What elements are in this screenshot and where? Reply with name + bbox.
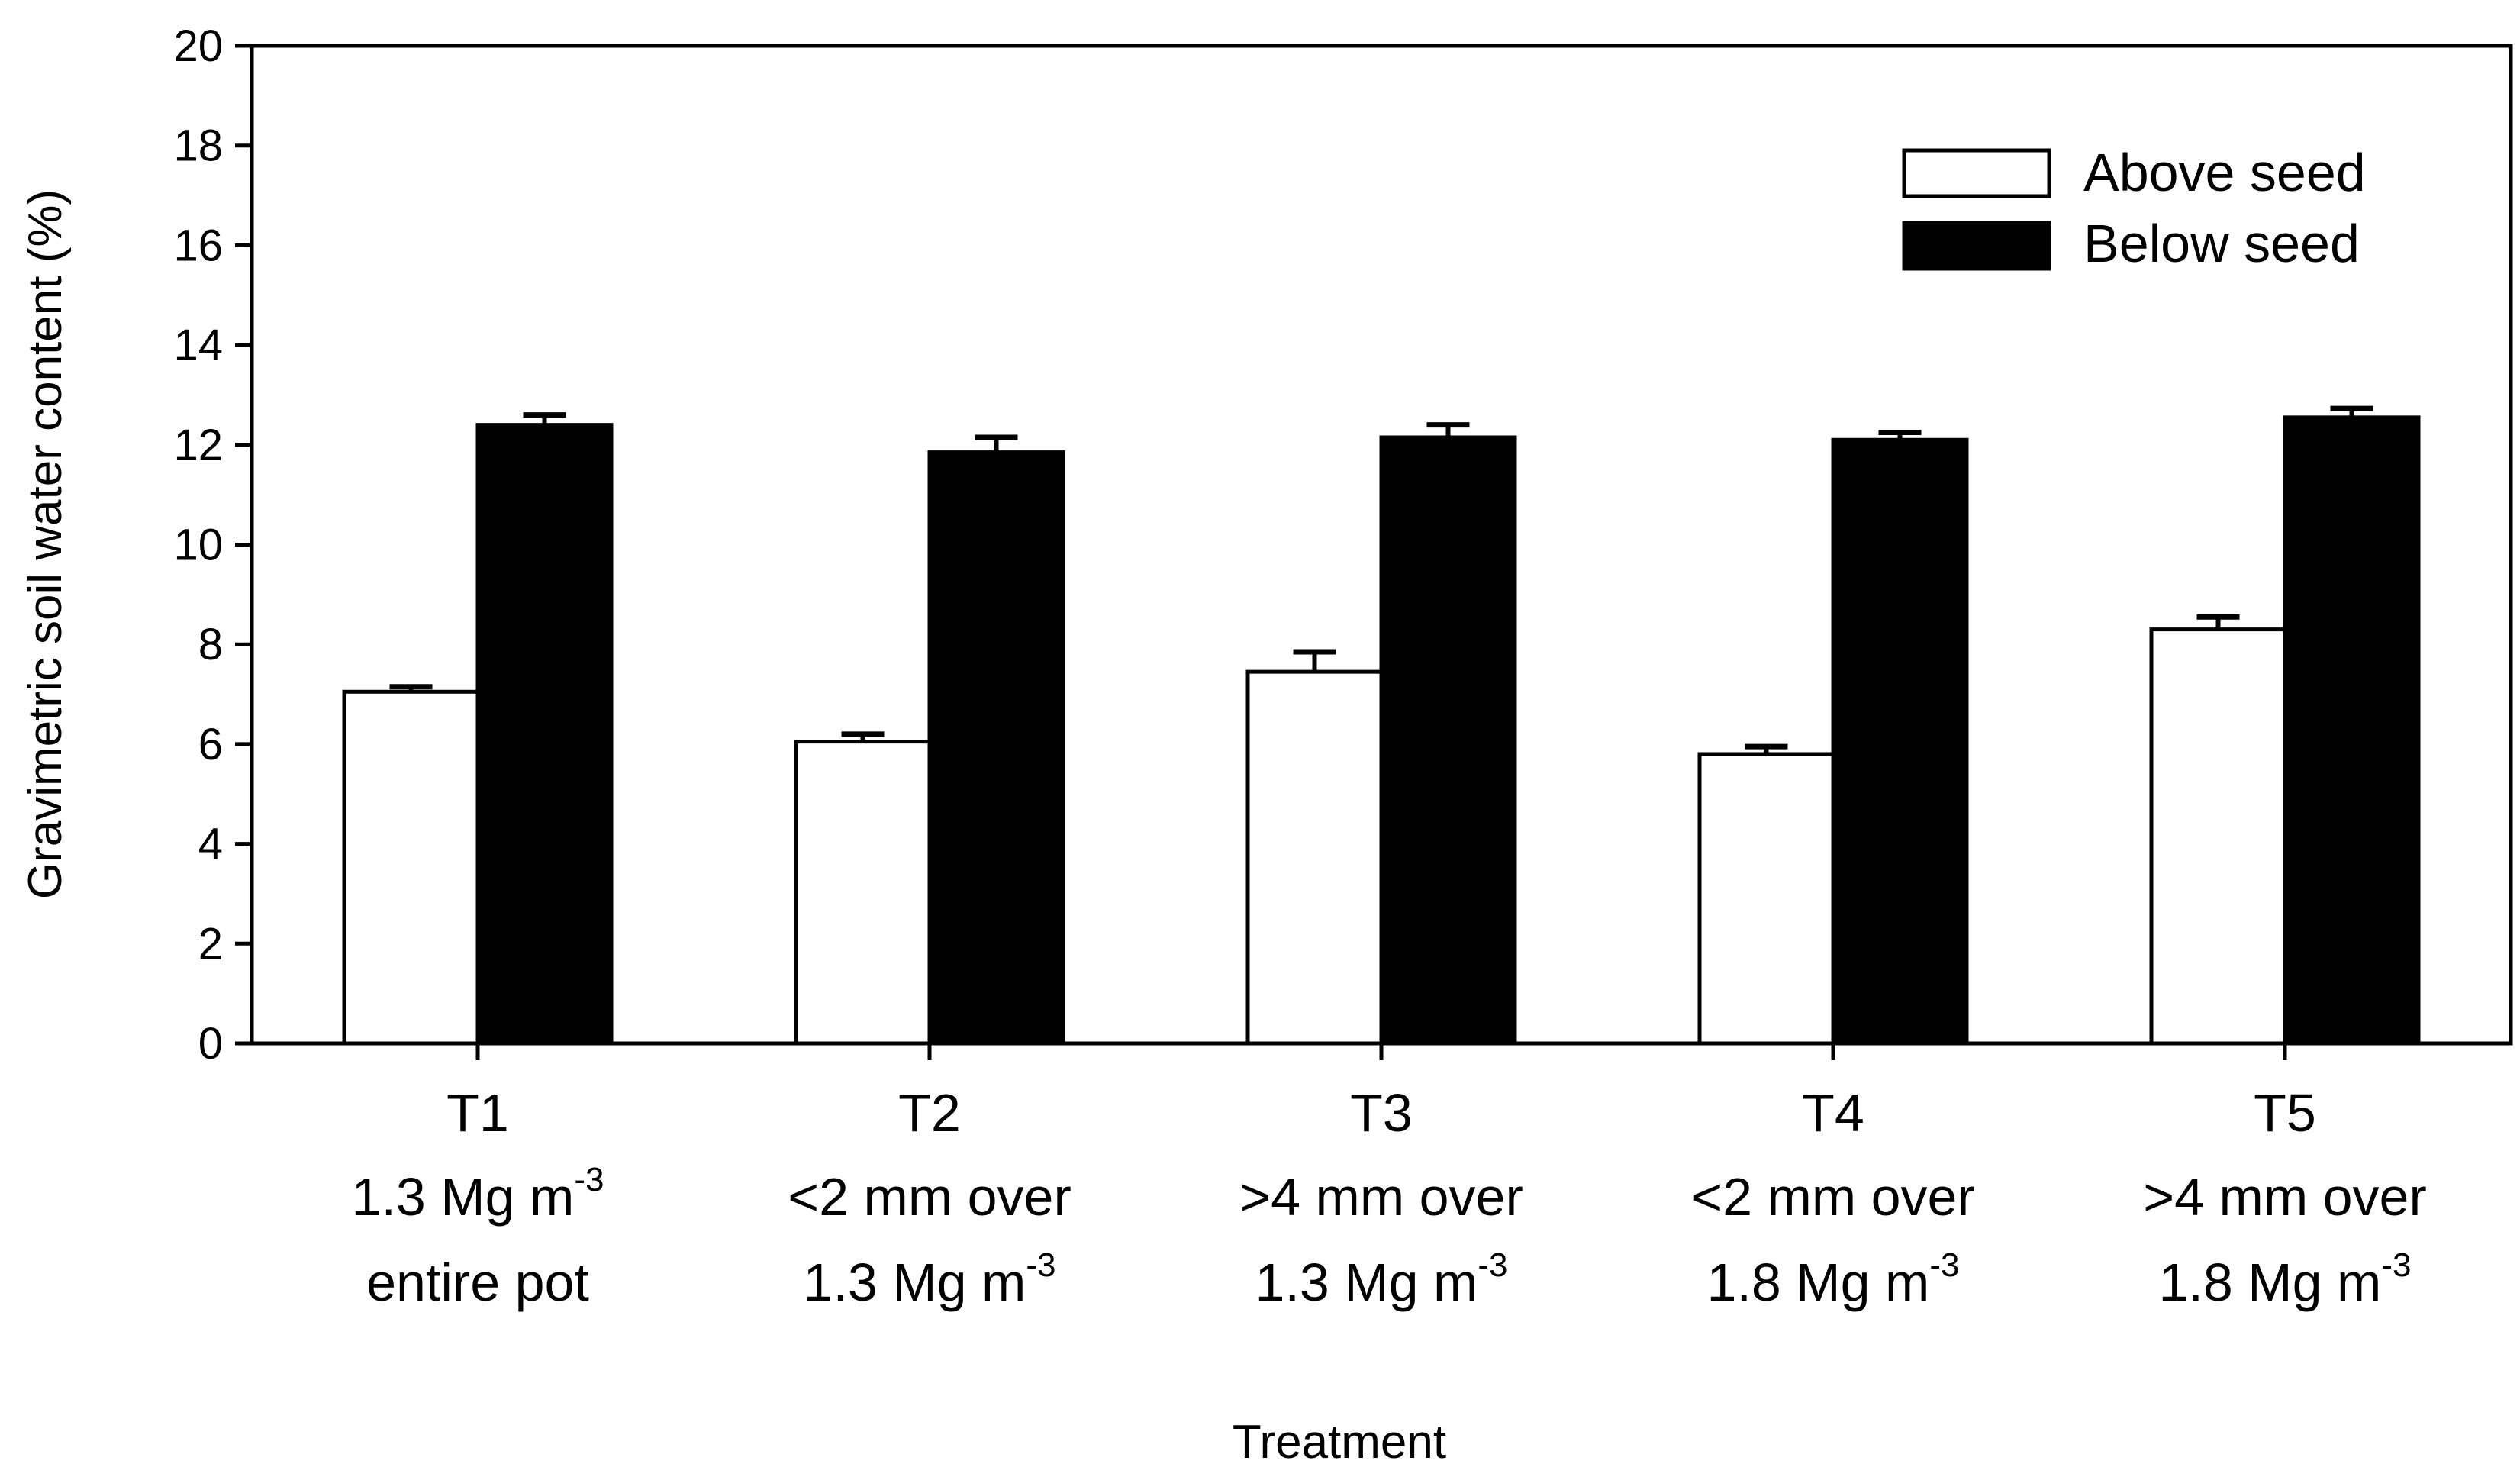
- bar-below-seed-T4: [1831, 437, 1969, 1046]
- x-label-line2-T5: >4 mm over: [2143, 1167, 2427, 1227]
- x-label-line2-T1: 1.3 Mg m-3: [352, 1161, 604, 1227]
- bar-above-seed-T1: [342, 689, 480, 1046]
- x-label-code-T4: T4: [1802, 1083, 1864, 1143]
- bar-above-seed-T2: [794, 740, 932, 1046]
- x-label-line2-superscript: -3: [574, 1161, 604, 1198]
- bar-above-seed-T5: [2149, 627, 2287, 1046]
- y-tick-label-2: 2: [198, 919, 223, 969]
- y-tick-label-20: 20: [173, 21, 223, 71]
- x-label-line2-text: >4 mm over: [2143, 1167, 2427, 1227]
- y-tick-label-14: 14: [173, 321, 223, 370]
- bar-above-seed-T4: [1697, 752, 1835, 1046]
- bar-below-seed-T2: [927, 450, 1065, 1046]
- y-tick-label-16: 16: [173, 221, 223, 270]
- x-label-line3-T1: entire pot: [366, 1253, 589, 1312]
- y-tick-label-4: 4: [198, 820, 223, 869]
- bar-below-seed-T5: [2283, 415, 2421, 1046]
- x-label-line2-text: <2 mm over: [1691, 1167, 1975, 1227]
- x-label-code-T3: T3: [1350, 1083, 1413, 1143]
- x-label-line2-T4: <2 mm over: [1691, 1167, 1975, 1227]
- y-tick-label-0: 0: [198, 1019, 223, 1069]
- plot-frame: [250, 44, 2513, 1046]
- legend: Above seed Below seed: [1902, 143, 2366, 273]
- x-label-line3-superscript: -3: [1929, 1246, 1959, 1284]
- y-tick-label-8: 8: [198, 620, 223, 669]
- x-label-code-T2: T2: [898, 1083, 961, 1143]
- y-tick-label-6: 6: [198, 720, 223, 769]
- x-axis-title: Treatment: [1233, 1416, 1446, 1469]
- x-label-line3-superscript: -3: [1478, 1246, 1507, 1284]
- x-label-line2-text: <2 mm over: [788, 1167, 1071, 1227]
- x-label-code-T1: T1: [446, 1083, 509, 1143]
- x-label-line3-T3: 1.3 Mg m-3: [1255, 1246, 1508, 1312]
- x-label-line2-T3: >4 mm over: [1239, 1167, 1523, 1227]
- x-label-line3-superscript: -3: [2381, 1246, 2411, 1284]
- x-label-line2-text: >4 mm over: [1239, 1167, 1523, 1227]
- x-label-line3-text: entire pot: [366, 1253, 589, 1312]
- legend-label-below-seed: Below seed: [2083, 214, 2360, 273]
- bar-above-seed-T3: [1245, 669, 1384, 1046]
- legend-swatch-below-seed: [1902, 221, 2051, 271]
- y-tick-label-18: 18: [173, 121, 223, 171]
- x-label-line3-text: 1.8 Mg m: [2159, 1253, 2382, 1312]
- x-label-line2-T2: <2 mm over: [788, 1167, 1071, 1227]
- x-label-line3-text: 1.3 Mg m: [804, 1253, 1026, 1312]
- x-label-line3-T2: 1.3 Mg m-3: [804, 1246, 1056, 1312]
- legend-label-above-seed: Above seed: [2083, 143, 2366, 202]
- x-label-line3-T5: 1.8 Mg m-3: [2159, 1246, 2412, 1312]
- bars-layer: [342, 405, 2421, 1046]
- bar-below-seed-T1: [475, 423, 614, 1046]
- bar-below-seed-T3: [1379, 435, 1517, 1046]
- y-axis-title: Gravimetric soil water content (%): [19, 189, 72, 899]
- x-label-code-T5: T5: [2254, 1083, 2316, 1143]
- x-label-line3-text: 1.8 Mg m: [1707, 1253, 1930, 1312]
- legend-swatch-above-seed: [1902, 148, 2051, 198]
- x-label-line3-superscript: -3: [1026, 1246, 1055, 1284]
- x-label-line3-text: 1.3 Mg m: [1255, 1253, 1478, 1312]
- y-tick-label-10: 10: [173, 521, 223, 570]
- x-label-line2-text: 1.3 Mg m: [352, 1167, 575, 1227]
- x-label-line3-T4: 1.8 Mg m-3: [1707, 1246, 1960, 1312]
- y-tick-label-12: 12: [173, 421, 223, 470]
